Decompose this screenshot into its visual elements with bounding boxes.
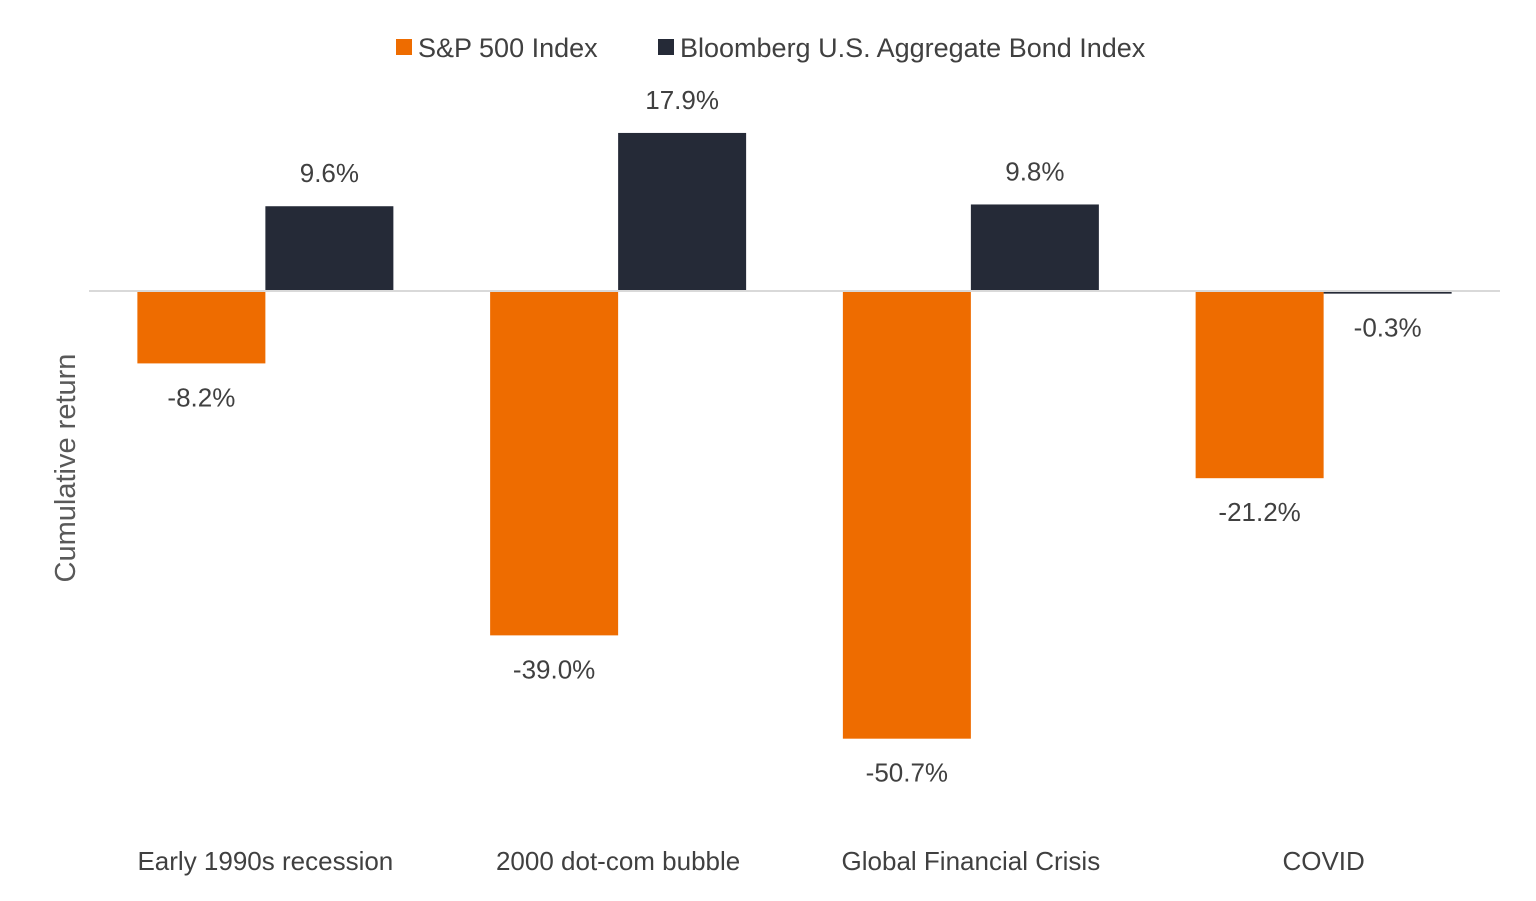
legend-label-sp500: S&P 500 Index [418, 33, 598, 63]
data-label-bond-index-1: 17.9% [645, 85, 719, 115]
bars-group [137, 132, 1452, 739]
bar-sp500-3 [1195, 291, 1324, 479]
bar-sp500-1 [490, 291, 619, 636]
data-label-sp500-1: -39.0% [513, 654, 595, 684]
x-tick-label-2: Global Financial Crisis [842, 846, 1101, 876]
value-labels-group: -8.2% 9.6% -39.0% 17.9% -50.7% 9.8% -21.2% -0.3… [167, 85, 1421, 788]
x-tick-label-0: Early 1990s recession [137, 846, 393, 876]
bar-sp500-2 [842, 291, 971, 739]
legend-label-bond-index: Bloomberg U.S. Aggregate Bond Index [680, 33, 1146, 63]
bar-sp500-0 [137, 291, 266, 364]
bar-bond-index-0 [265, 206, 394, 291]
data-label-sp500-2: -50.7% [866, 758, 948, 788]
legend-swatch-bond-index [658, 39, 674, 55]
data-label-bond-index-0: 9.6% [300, 158, 359, 188]
x-tick-label-3: COVID [1282, 846, 1364, 876]
data-label-sp500-3: -21.2% [1218, 497, 1300, 527]
y-axis-title: Cumulative return [50, 354, 82, 583]
category-labels-group: Early 1990s recession 2000 dot-com bubble… [137, 846, 1364, 876]
legend-swatch-sp500 [396, 39, 412, 55]
bar-bond-index-1 [618, 132, 747, 291]
bar-bond-index-2 [970, 204, 1099, 291]
data-label-bond-index-2: 9.8% [1005, 156, 1064, 186]
chart-legend: S&P 500 Index Bloomberg U.S. Aggregate B… [396, 33, 1146, 63]
data-label-sp500-0: -8.2% [167, 382, 235, 412]
x-tick-label-1: 2000 dot-com bubble [496, 846, 740, 876]
data-label-bond-index-3: -0.3% [1354, 313, 1422, 343]
bar-bond-index-3 [1323, 291, 1452, 294]
